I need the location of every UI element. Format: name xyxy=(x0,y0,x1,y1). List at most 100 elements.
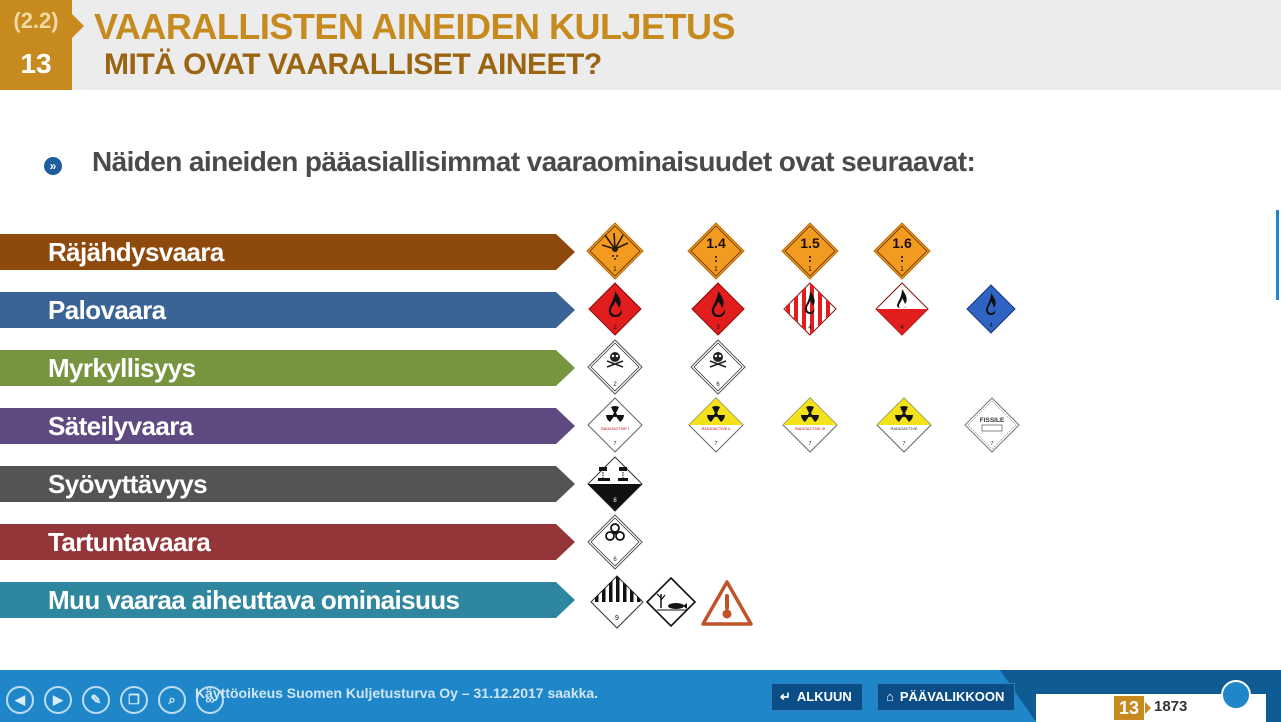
category-toxic: Myrkyllisyys xyxy=(0,350,575,386)
skull-icon: 2 xyxy=(587,339,643,395)
class-number: 7 xyxy=(808,441,811,447)
category-other: Muu vaaraa aiheuttava ominaisuus xyxy=(0,582,575,618)
section-ref: (2.2) xyxy=(13,8,59,33)
class-number: 1 xyxy=(613,266,617,273)
radiation-icon: RADIOACTIVE III 7 xyxy=(782,397,838,453)
stripes-icon: 9 xyxy=(590,575,644,629)
thermometer-icon xyxy=(701,580,753,626)
radiation-icon: RADIOACTIVE 7 xyxy=(876,397,932,453)
flame-icon: 3 xyxy=(691,282,745,336)
class-number: 7 xyxy=(714,441,717,447)
flammable-liquid-placard: 3 xyxy=(688,279,748,339)
environment-placard xyxy=(641,572,701,632)
class-number: 7 xyxy=(613,441,616,447)
class-number: 6 xyxy=(716,382,720,388)
class-number: 9 xyxy=(615,615,619,622)
explosive-placard: 1 xyxy=(585,221,645,281)
flame-icon: 4 xyxy=(966,284,1016,334)
explosion-icon: 1 xyxy=(586,222,644,280)
fissile-placard: FISSILE 7 xyxy=(962,395,1022,455)
class-number: 3 xyxy=(716,325,720,331)
class-number: 8 xyxy=(613,498,617,504)
radioactive-label: RADIOACTIVE II xyxy=(702,427,731,431)
radioactive-iii-placard: RADIOACTIVE III 7 xyxy=(780,395,840,455)
flame-icon: 2 xyxy=(588,282,642,336)
biohazard-icon: 6 xyxy=(587,514,643,570)
category-label: Palovaara xyxy=(48,295,166,325)
category-explosive: Räjähdysvaara xyxy=(0,234,575,270)
class-number: 6 xyxy=(613,557,617,563)
header-band xyxy=(72,0,1281,90)
return-arrow-icon: ↵ xyxy=(780,689,791,704)
slide-number: 13 xyxy=(20,48,52,79)
license-text: Käyttöoikeus Suomen Kuljetusturva Oy – 3… xyxy=(195,685,599,701)
class-number: 2 xyxy=(613,382,617,388)
flame-icon: 4 xyxy=(783,282,837,336)
dangerous-when-wet-placard: 4 xyxy=(961,279,1021,339)
division-label: 1.5 xyxy=(800,235,820,251)
toxic-substance-placard: 6 xyxy=(688,337,748,397)
radioactive-label: RADIOACTIVE xyxy=(890,426,917,431)
current-slide-number: 13 xyxy=(1114,696,1144,720)
home-icon: ⌂ xyxy=(886,689,894,704)
class-number: 1 xyxy=(714,266,718,273)
category-label: Säteilyvaara xyxy=(48,411,193,441)
category-corrosive: Syövyttävyys xyxy=(0,466,575,502)
windows-icon[interactable]: ❐ xyxy=(120,686,148,714)
explosive-placard: 1.5 1 xyxy=(780,221,840,281)
page-subtitle: MITÄ OVAT VAARALLISET AINEET? xyxy=(104,48,602,81)
pen-icon[interactable]: ✎ xyxy=(82,686,110,714)
total-slides: 1873 xyxy=(1154,698,1188,715)
search-icon[interactable]: ⌕ xyxy=(158,686,186,714)
skull-icon: 6 xyxy=(690,339,746,395)
counter-arrow-icon xyxy=(1145,702,1151,714)
radioactive-i-placard: RADIOACTIVE I 7 xyxy=(585,395,645,455)
radioactive-label: RADIOACTIVE I xyxy=(601,427,629,431)
corrosion-icon: 8 xyxy=(587,456,643,512)
radioactive-placard: RADIOACTIVE 7 xyxy=(874,395,934,455)
division-label: 1.4 xyxy=(706,235,726,251)
category-infectious: Tartuntavaara xyxy=(0,524,575,560)
radiation-icon: RADIOACTIVE II 7 xyxy=(688,397,744,453)
category-label: Myrkyllisyys xyxy=(48,353,196,383)
flame-icon: 4 xyxy=(875,282,929,336)
flammable-solid-placard: 4 xyxy=(780,279,840,339)
main-menu-button[interactable]: ⌂ PÄÄVALIKKOON xyxy=(877,683,1016,711)
elevated-temperature-placard xyxy=(697,572,757,632)
fissile-label: FISSILE xyxy=(980,417,1005,424)
radioactive-ii-placard: RADIOACTIVE II 7 xyxy=(686,395,746,455)
start-button-label: ALKUUN xyxy=(796,689,852,704)
main-menu-button-label: PÄÄVALIKKOON xyxy=(899,689,1005,704)
infectious-placard: 6 xyxy=(585,512,645,572)
flammable-gas-placard: 2 xyxy=(585,279,645,339)
link-icon[interactable]: ∞ xyxy=(196,686,224,714)
misc-dangerous-placard: 9 xyxy=(587,572,647,632)
start-button[interactable]: ↵ ALKUUN xyxy=(771,683,863,711)
explosive-placard: 1.4 1 xyxy=(686,221,746,281)
page-title: VAARALLISTEN AINEIDEN KULJETUS xyxy=(94,6,736,47)
category-fire: Palovaara xyxy=(0,292,575,328)
category-radiation: Säteilyvaara xyxy=(0,408,575,444)
radiation-icon: RADIOACTIVE I 7 xyxy=(587,397,643,453)
environment-icon xyxy=(645,576,697,628)
category-label: Tartuntavaara xyxy=(48,527,211,557)
badge-arrow-icon xyxy=(72,14,84,38)
toxic-gas-placard: 2 xyxy=(585,337,645,397)
explosive-placard: 1.6 1 xyxy=(872,221,932,281)
next-icon[interactable]: ▶ xyxy=(44,686,72,714)
bullet-text: Näiden aineiden pääasiallisimmat vaaraom… xyxy=(92,146,976,177)
class-number: 4 xyxy=(808,325,812,331)
spontaneous-combustion-placard: 4 xyxy=(872,279,932,339)
category-label: Räjähdysvaara xyxy=(48,237,224,267)
logo-icon[interactable] xyxy=(1221,680,1251,710)
class-number: 2 xyxy=(613,325,617,331)
prev-icon[interactable]: ◀ xyxy=(6,686,34,714)
class-number: 1 xyxy=(900,266,904,273)
class-number: 1 xyxy=(808,266,812,273)
class-number: 7 xyxy=(990,441,993,447)
edge-accent xyxy=(1276,210,1279,300)
category-label: Muu vaaraa aiheuttava ominaisuus xyxy=(48,585,460,615)
class-number: 7 xyxy=(902,441,905,447)
class-number: 4 xyxy=(900,325,904,331)
